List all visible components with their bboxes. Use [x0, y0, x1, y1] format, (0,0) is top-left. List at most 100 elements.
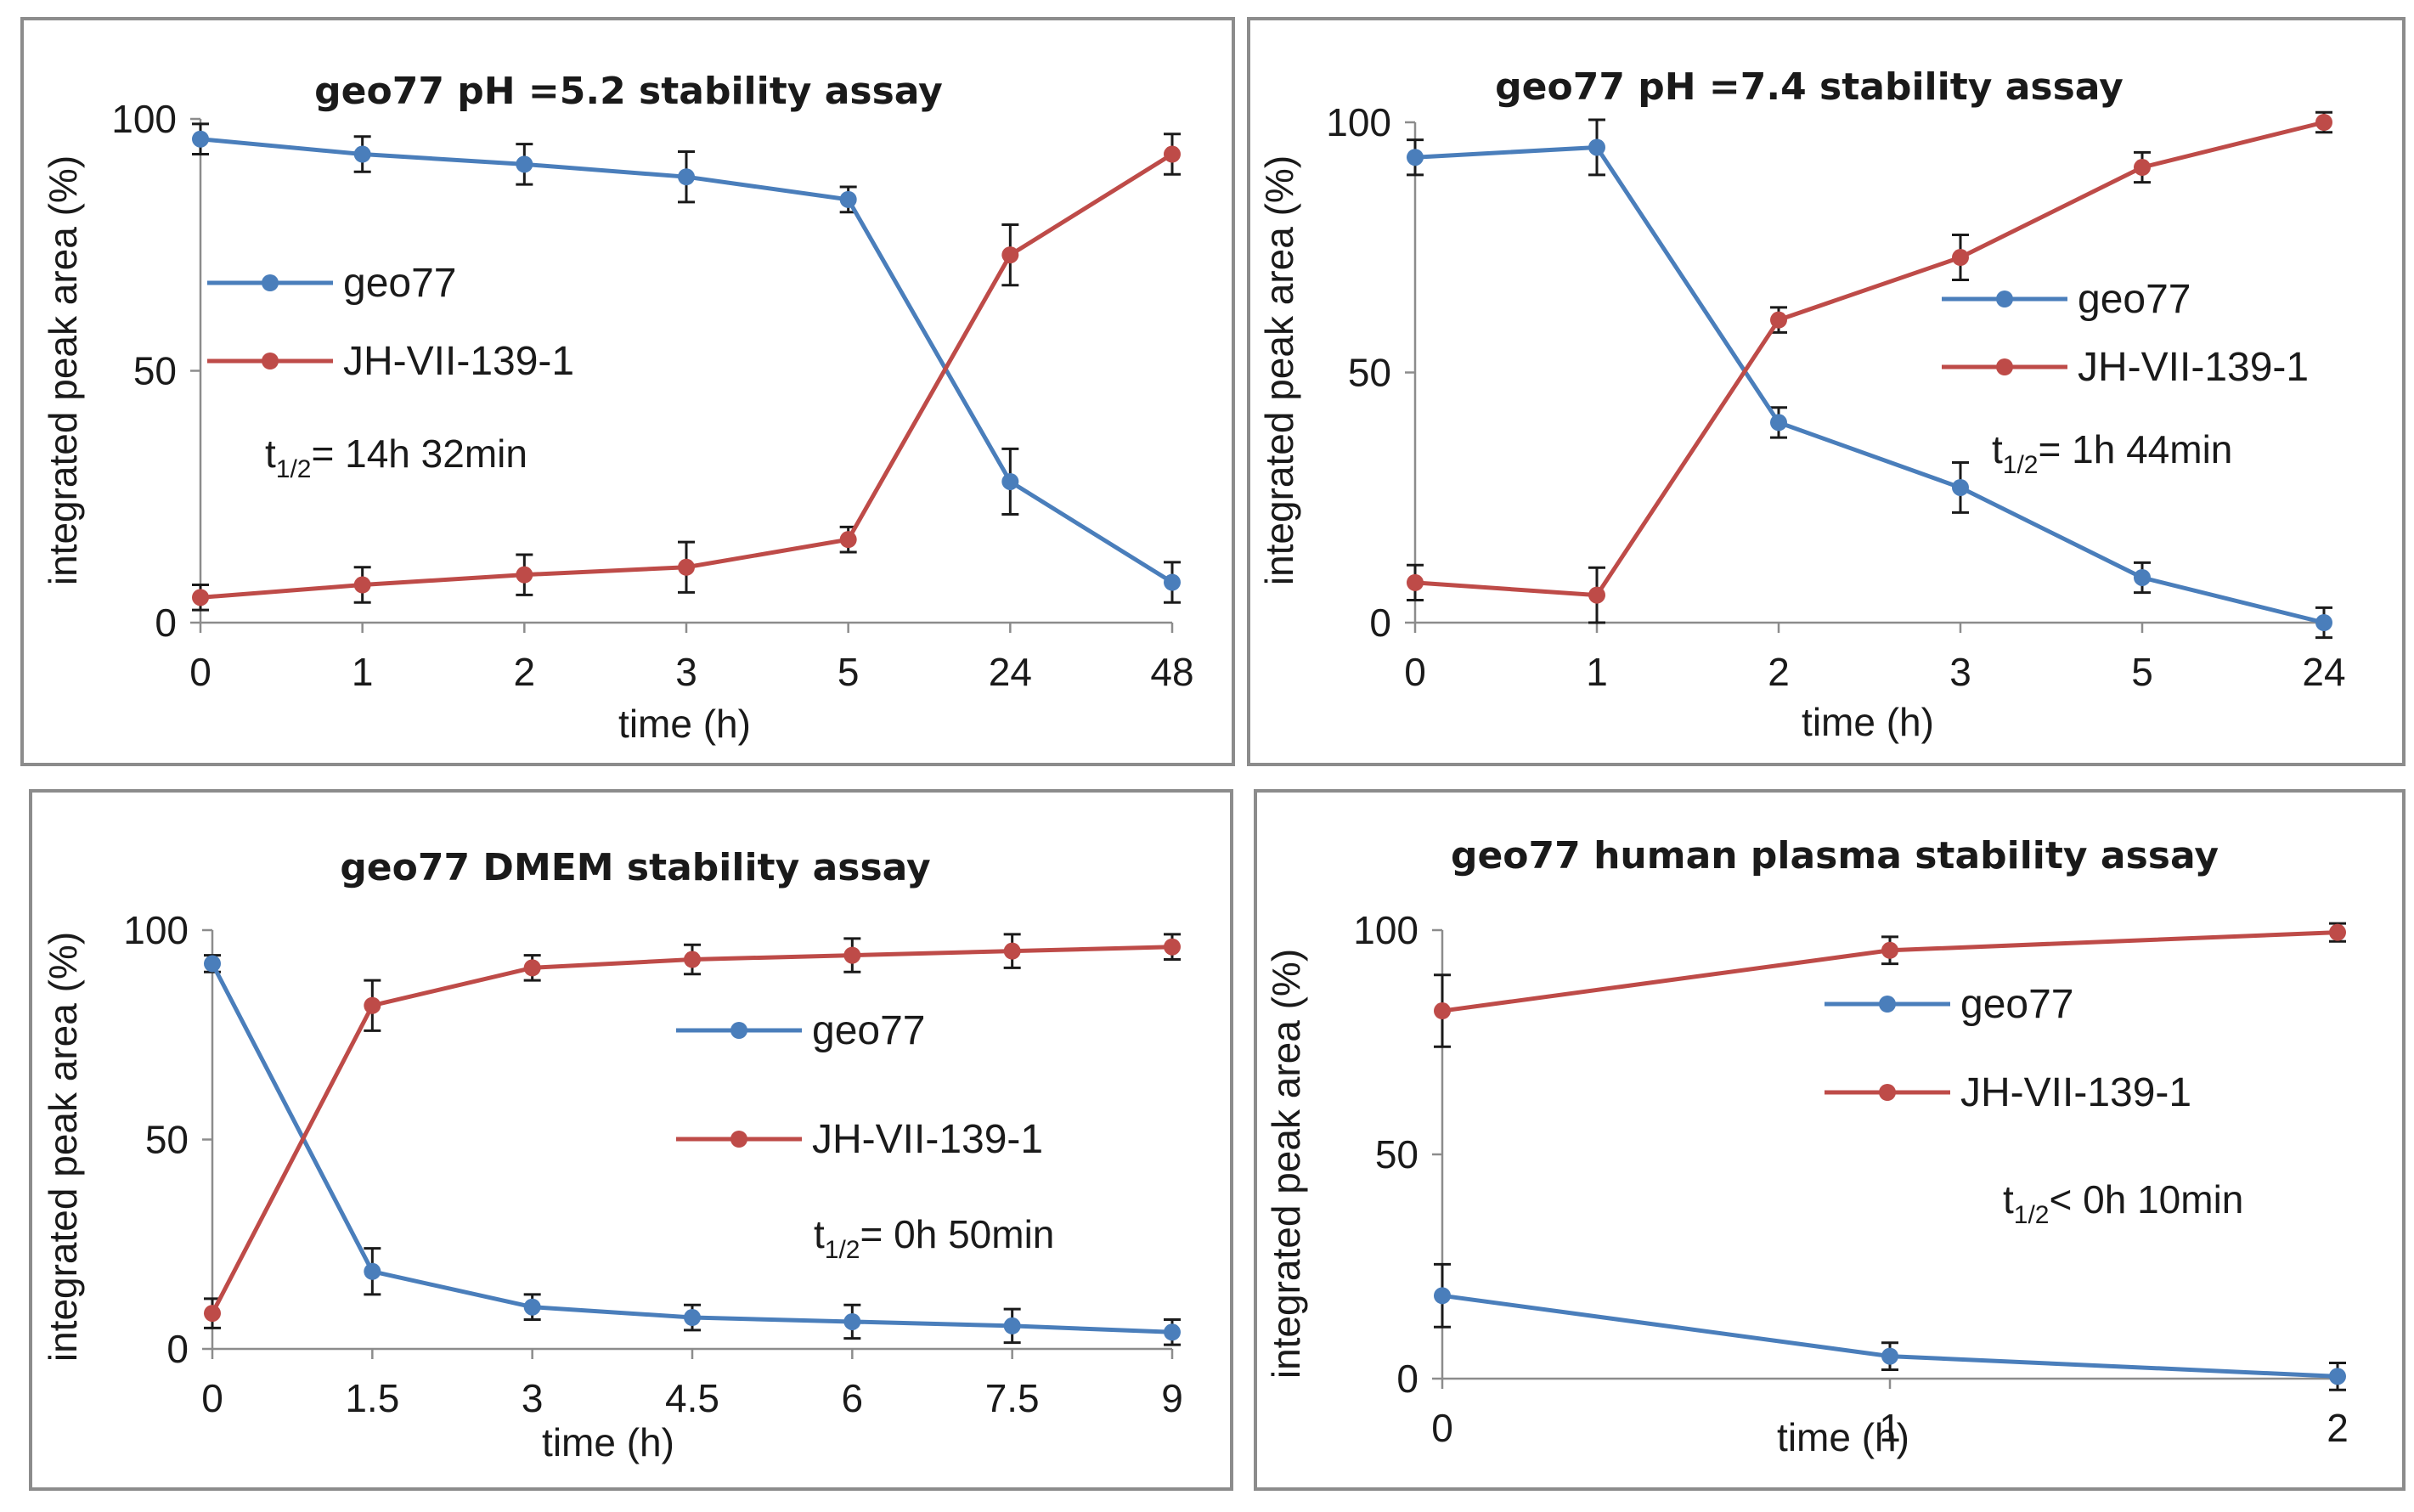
data-point: [2134, 159, 2151, 177]
legend-label: geo77: [343, 261, 456, 306]
data-point: [2134, 568, 2151, 586]
y-tick-label: 100: [123, 908, 189, 952]
data-point: [843, 946, 861, 964]
x-tick-label: 1: [1586, 650, 1608, 694]
data-point: [1881, 1347, 1898, 1365]
series-geo77: [1407, 118, 2332, 640]
data-point: [204, 1305, 221, 1323]
x-tick-label: 0: [201, 1376, 223, 1420]
data-point: [1770, 311, 1787, 329]
series-line: [1414, 144, 2325, 625]
data-point: [678, 558, 695, 576]
x-tick-label: 3: [1949, 650, 1971, 694]
chart-title: geo77 DMEM stability assay: [340, 846, 930, 889]
x-tick-label: 5: [2131, 650, 2153, 694]
legend-marker: [730, 1131, 747, 1148]
x-tick-label: 24: [989, 650, 1032, 694]
x-tick-label: 4.5: [665, 1376, 719, 1420]
legend-label: JH-VII-139-1: [343, 339, 574, 384]
x-tick-label: 1: [1879, 1406, 1901, 1450]
x-tick-label: 6: [842, 1376, 864, 1420]
data-point: [1952, 249, 1969, 267]
y-tick-label: 50: [1348, 351, 1391, 395]
chart-panel-4: 0 50 100 0 1 2 geo77 human plasma stability as…: [1254, 789, 2406, 1491]
data-point: [523, 959, 541, 977]
data-point: [2329, 923, 2346, 941]
data-point: [678, 168, 695, 186]
half-life-annotation: t1/2= 14h 32min: [265, 432, 527, 483]
data-point: [1407, 149, 1424, 166]
legend-marker: [1996, 291, 2013, 307]
x-tick-label: 0: [1431, 1406, 1453, 1450]
data-point: [2329, 1368, 2346, 1385]
y-tick-label: 100: [111, 97, 177, 141]
half-life-subscript: 1/2: [2014, 1201, 2050, 1229]
half-life-symbol: t: [2003, 1177, 2014, 1221]
data-point: [1164, 573, 1181, 591]
x-axis-label: time (h): [1777, 1415, 1909, 1459]
legend-label: JH-VII-139-1: [1960, 1070, 2191, 1115]
data-point: [839, 531, 857, 549]
x-tick-label: 9: [1161, 1376, 1183, 1420]
y-axis-label: integrated peak area (%): [1257, 155, 1301, 585]
legend-marker: [262, 274, 279, 291]
half-life-value: = 1h 44min: [2039, 427, 2233, 471]
data-point: [364, 996, 381, 1014]
data-point: [1001, 246, 1019, 264]
y-tick-label: 100: [1353, 908, 1419, 952]
data-point: [1164, 938, 1181, 956]
x-axis-label: time (h): [1802, 700, 1934, 744]
data-point: [1588, 586, 1605, 604]
half-life-symbol: t: [1992, 427, 2003, 471]
chart-panel-2: 0 50 100 0 1 2 3 5 24 geo77 pH =7.4 stability ass…: [1247, 17, 2406, 766]
data-point: [1434, 1287, 1451, 1305]
half-life-symbol: t: [814, 1212, 825, 1256]
half-life-symbol: t: [265, 432, 276, 476]
data-point: [523, 1298, 541, 1316]
data-point: [192, 130, 209, 148]
data-point: [1164, 145, 1181, 163]
data-point: [1164, 1323, 1181, 1341]
y-tick-label: 0: [166, 1327, 189, 1371]
x-tick-label: 2: [1768, 650, 1790, 694]
data-point: [1003, 1317, 1021, 1334]
legend-marker: [1996, 358, 2013, 375]
chart-panel-1: 0 50 100 0 1 2 3 5 24 48 geo77 pH =5.2 stability a…: [20, 17, 1235, 766]
half-life-annotation: t1/2< 0h 10min: [2003, 1177, 2243, 1229]
data-point: [2315, 614, 2332, 631]
x-tick-label: 3: [675, 650, 697, 694]
x-tick-label: 1.5: [345, 1376, 399, 1420]
legend-label: JH-VII-139-1: [812, 1117, 1043, 1162]
panel-frame: [1247, 17, 2406, 766]
data-point: [2315, 114, 2332, 131]
data-point: [204, 955, 221, 973]
panel-frame: [20, 17, 1235, 766]
x-tick-label: 2: [514, 650, 536, 694]
legend-label: geo77: [812, 1008, 925, 1053]
data-point: [1881, 941, 1898, 959]
half-life-annotation: t1/2= 0h 50min: [814, 1212, 1054, 1264]
y-tick-label: 0: [155, 601, 177, 645]
series-geo77: [192, 122, 1181, 604]
chart-title: geo77 human plasma stability assay: [1451, 834, 2219, 877]
x-axis-label: time (h): [542, 1420, 674, 1464]
data-point: [353, 576, 371, 594]
data-point: [1407, 573, 1424, 591]
data-point: [364, 1262, 381, 1280]
x-tick-label: 1: [352, 650, 374, 694]
half-life-subscript: 1/2: [2003, 451, 2039, 479]
series-jh-vii-139-1: [192, 133, 1181, 612]
series-jh-vii-139-1: [1407, 110, 2332, 624]
half-life-value: = 0h 50min: [860, 1212, 1055, 1256]
x-tick-label: 0: [189, 650, 212, 694]
y-tick-label: 50: [133, 349, 177, 393]
x-tick-label: 2: [2327, 1406, 2349, 1450]
data-point: [1434, 1002, 1451, 1020]
series-jh-vii-139-1: [204, 933, 1181, 1329]
data-point: [843, 1312, 861, 1330]
x-tick-label: 3: [522, 1376, 544, 1420]
data-point: [1770, 414, 1787, 432]
data-point: [684, 1309, 701, 1327]
half-life-value: < 0h 10min: [2050, 1177, 2244, 1221]
